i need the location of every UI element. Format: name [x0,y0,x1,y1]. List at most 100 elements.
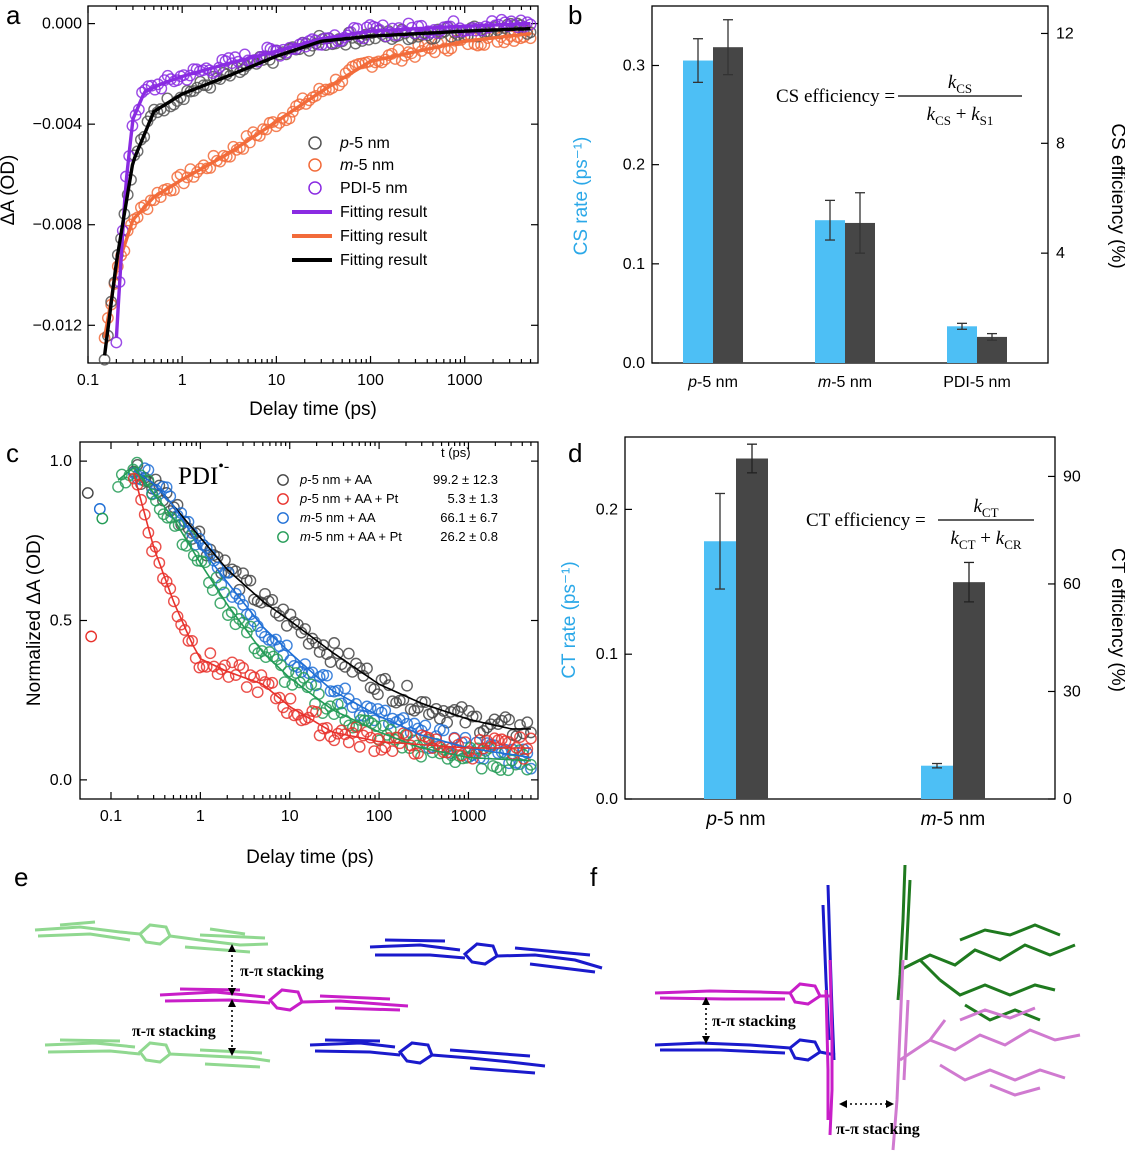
chart-panel-b: 0.0 0.1 0.2 0.3 4 8 12 p-5 nm m-5 nm PDI-5 nm CS … [571,5,1125,391]
data-point-c [244,608,257,621]
legend-value-c: 99.2 ± 12.3 [433,472,498,487]
y-tick-label-left-d: 0.0 [596,791,618,808]
legend-label-a: p-5 nm [339,135,390,152]
data-point-c [313,646,326,658]
bar-ct-efficiency [953,582,985,799]
data-point-c [93,503,106,515]
panel-label-c: c [6,438,19,468]
x-tick-c-label: 10 [281,808,299,825]
y-axis-label-a: ΔA (OD) [0,155,19,226]
data-point-c [525,726,537,739]
data-point-c [502,764,515,777]
data-point-c [503,713,515,726]
data-point-c [167,595,180,608]
x-tick-a-label: 0.1 [77,372,99,389]
data-point-c [229,669,242,681]
data-point-a [110,336,123,349]
data-point-c [382,679,395,692]
x-axis-label-c: Delay time (ps) [246,847,374,868]
data-point-c [339,682,352,695]
x-tick-a-label: 1000 [447,372,483,389]
data-point-c [280,707,293,719]
equation-lhs: CT efficiency = [806,510,926,531]
data-point-c [222,566,235,579]
data-point-c [284,692,297,705]
data-point-c [271,653,284,666]
data-point-c [521,742,534,755]
data-point-c [172,519,185,532]
data-point-c [306,632,319,645]
data-point-c [525,732,537,745]
data-point-c [521,716,534,729]
legend-value-c: 66.1 ± 6.7 [440,510,498,525]
data-point-c [233,659,246,672]
data-point-c [412,701,424,714]
stacking-label-f-2: π-π stacking [836,1121,920,1138]
molecule-blue-top [369,938,603,974]
data-point-c [255,669,268,682]
data-point-a [434,24,447,37]
data-point-c [372,688,384,701]
data-point-c [517,752,530,765]
data-point-a [276,111,289,124]
legend-marker-a [308,158,322,172]
panel-label-e: e [14,862,28,892]
bar-ct-rate [921,765,953,799]
fit-line-a [114,21,531,338]
molecule-green-bottom [44,1038,271,1069]
y-tick-label-right-b: 8 [1056,135,1065,152]
legend-value-c: 5.3 ± 1.3 [447,491,498,506]
y-tick-label-right-b: 12 [1056,25,1074,42]
data-point-c [525,758,537,771]
data-point-c [335,724,348,737]
data-point-c [397,712,410,724]
legend-header-c: t (ps) [441,445,471,460]
data-point-c [153,556,166,569]
data-point-c [324,656,337,668]
data-point-c [233,583,246,596]
data-point-c [237,567,250,580]
equation-numerator: kCT [973,496,998,520]
data-point-c [256,645,268,657]
data-point-c [186,634,198,647]
legend-marker-c [277,474,289,486]
y-tick-label-right-b: 4 [1056,245,1065,262]
data-point-c [266,593,279,606]
data-point-c [415,750,427,763]
data-point-c [375,743,388,756]
fit-line-c [133,470,531,730]
data-point-c [463,745,475,758]
data-point-c [225,606,238,619]
data-point-c [282,665,295,678]
data-point-c [266,676,279,689]
molecule-navy-vertical [654,884,836,1062]
x-tick-label-d: p-5 nm [705,809,765,830]
data-point-c [379,672,392,685]
panel-label-d: d [568,438,582,468]
y-tick-label-right-d: 30 [1063,683,1081,700]
chart-panel-d: 0.0 0.1 0.2 0 30 60 90 p-5 nm m-5 nm CT rate (ps… [559,436,1125,830]
data-point-c [284,608,297,621]
data-point-c [357,669,370,682]
plot-frame-d [624,436,1056,800]
data-point-c [324,685,337,698]
data-point-c [233,592,246,605]
data-point-a [438,42,451,55]
x-tick-c-label: 1000 [451,808,487,825]
bar-cs-efficiency [977,336,1007,363]
data-point-c [517,743,530,756]
data-point-a [362,33,375,46]
molecule-magenta-vertical [654,959,834,1136]
data-point-c [278,676,291,689]
data-point-c [379,704,392,717]
data-point-c [452,738,464,751]
data-point-c [494,764,507,776]
data-point-c [85,630,98,643]
arrowheads-f [702,997,894,1108]
bar-cs-rate [947,326,977,363]
data-point-c [372,703,384,715]
data-point-c [237,662,250,674]
molecule-green-top [34,920,269,954]
data-point-c [408,747,421,760]
stacking-label-f-1: π-π stacking [712,1013,796,1030]
